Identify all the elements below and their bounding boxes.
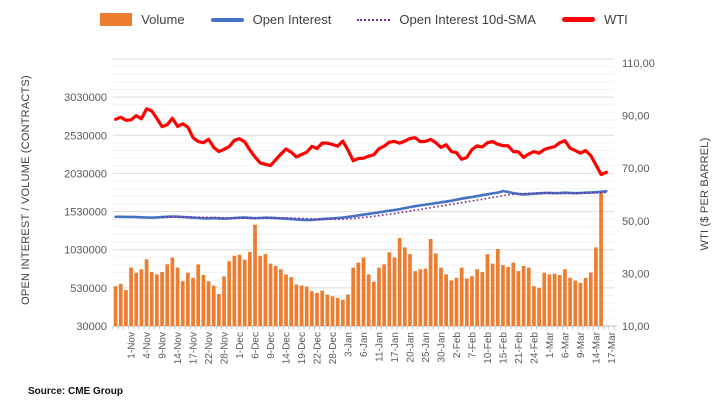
svg-text:14-Nov: 14-Nov [173,332,184,364]
svg-text:110,00: 110,00 [622,58,655,70]
svg-text:28-Dec: 28-Dec [328,332,339,364]
wti-swatch-icon [561,17,595,22]
svg-text:6-Mar: 6-Mar [560,331,571,358]
svg-text:6-Jan: 6-Jan [359,332,370,357]
svg-text:50,00: 50,00 [622,216,650,228]
svg-text:9-Mar: 9-Mar [576,331,587,358]
svg-text:2-Feb: 2-Feb [452,332,463,359]
svg-text:28-Nov: 28-Nov [220,332,231,364]
svg-text:1-Nov: 1-Nov [127,332,138,359]
svg-text:10,00: 10,00 [622,321,650,333]
legend-label-wti: WTI [603,12,628,27]
svg-text:25-Jan: 25-Jan [421,332,432,363]
svg-text:20-Jan: 20-Jan [406,332,417,363]
svg-text:19-Dec: 19-Dec [297,332,308,364]
svg-text:3-Jan: 3-Jan [344,332,355,357]
svg-text:30,00: 30,00 [622,268,650,280]
svg-text:22-Dec: 22-Dec [313,332,324,364]
oi-sma-swatch-icon [357,18,391,21]
svg-text:1-Mar: 1-Mar [545,331,556,358]
legend-label-open-interest: Open Interest [252,12,332,27]
svg-text:17-Mar: 17-Mar [607,331,618,363]
open-interest-line [114,189,608,222]
legend-label-oi-sma: Open Interest 10d-SMA [399,12,536,27]
svg-text:10-Feb: 10-Feb [483,332,494,364]
open-interest-swatch-icon [210,17,244,22]
svg-text:17-Jan: 17-Jan [390,332,401,363]
svg-text:9-Dec: 9-Dec [266,332,277,359]
svg-text:22-Nov: 22-Nov [204,332,215,364]
svg-text:70,00: 70,00 [622,163,650,175]
svg-text:1530000: 1530000 [64,207,107,219]
svg-text:530000: 530000 [70,283,107,295]
svg-text:1030000: 1030000 [64,245,107,257]
gridlines-major [113,58,614,289]
svg-text:1-Dec: 1-Dec [235,332,246,359]
svg-text:11-Jan: 11-Jan [375,332,386,362]
svg-text:7-Feb: 7-Feb [468,332,479,359]
x-axis-labels: 1-Nov 4-Nov 9-Nov 14-Nov 17-Nov 22-Nov 28-Nov 1… [127,331,618,364]
legend-label-volume: Volume [141,12,185,27]
legend-item-oi-sma: Open Interest 10d-SMA [357,12,536,27]
svg-text:14-Dec: 14-Dec [282,332,293,364]
svg-text:6-Dec: 6-Dec [251,332,262,359]
oi-sma-line [162,191,607,221]
svg-text:30-Jan: 30-Jan [437,332,448,363]
svg-text:2530000: 2530000 [64,130,107,142]
wti-line [114,107,608,177]
svg-text:21-Feb: 21-Feb [514,332,525,364]
legend-item-volume: Volume [100,12,185,27]
svg-text:15-Feb: 15-Feb [499,332,510,364]
left-axis-tick-labels: 30000 530000 1030000 1530000 2030000 2530000 3… [64,92,107,333]
legend-item-wti: WTI [561,12,628,27]
volume-swatch-icon [100,13,133,26]
x-axis [112,325,617,330]
svg-text:17-Nov: 17-Nov [189,332,200,364]
svg-text:14-Mar: 14-Mar [591,331,602,363]
svg-text:3030000: 3030000 [64,92,107,104]
chart-legend: Volume Open Interest Open Interest 10d-S… [0,12,728,27]
svg-text:9-Nov: 9-Nov [158,332,169,359]
svg-text:24-Feb: 24-Feb [529,332,540,364]
source-note: Source: CME Group [28,386,124,397]
svg-text:30000: 30000 [76,321,107,333]
svg-text:90,00: 90,00 [622,111,650,123]
legend-item-open-interest: Open Interest [210,12,332,27]
svg-text:2030000: 2030000 [64,168,107,180]
volume-bars [113,193,603,327]
svg-text:4-Nov: 4-Nov [142,332,153,359]
right-axis-tick-labels: 10,00 30,00 50,00 70,00 90,00 110,00 [622,58,655,333]
